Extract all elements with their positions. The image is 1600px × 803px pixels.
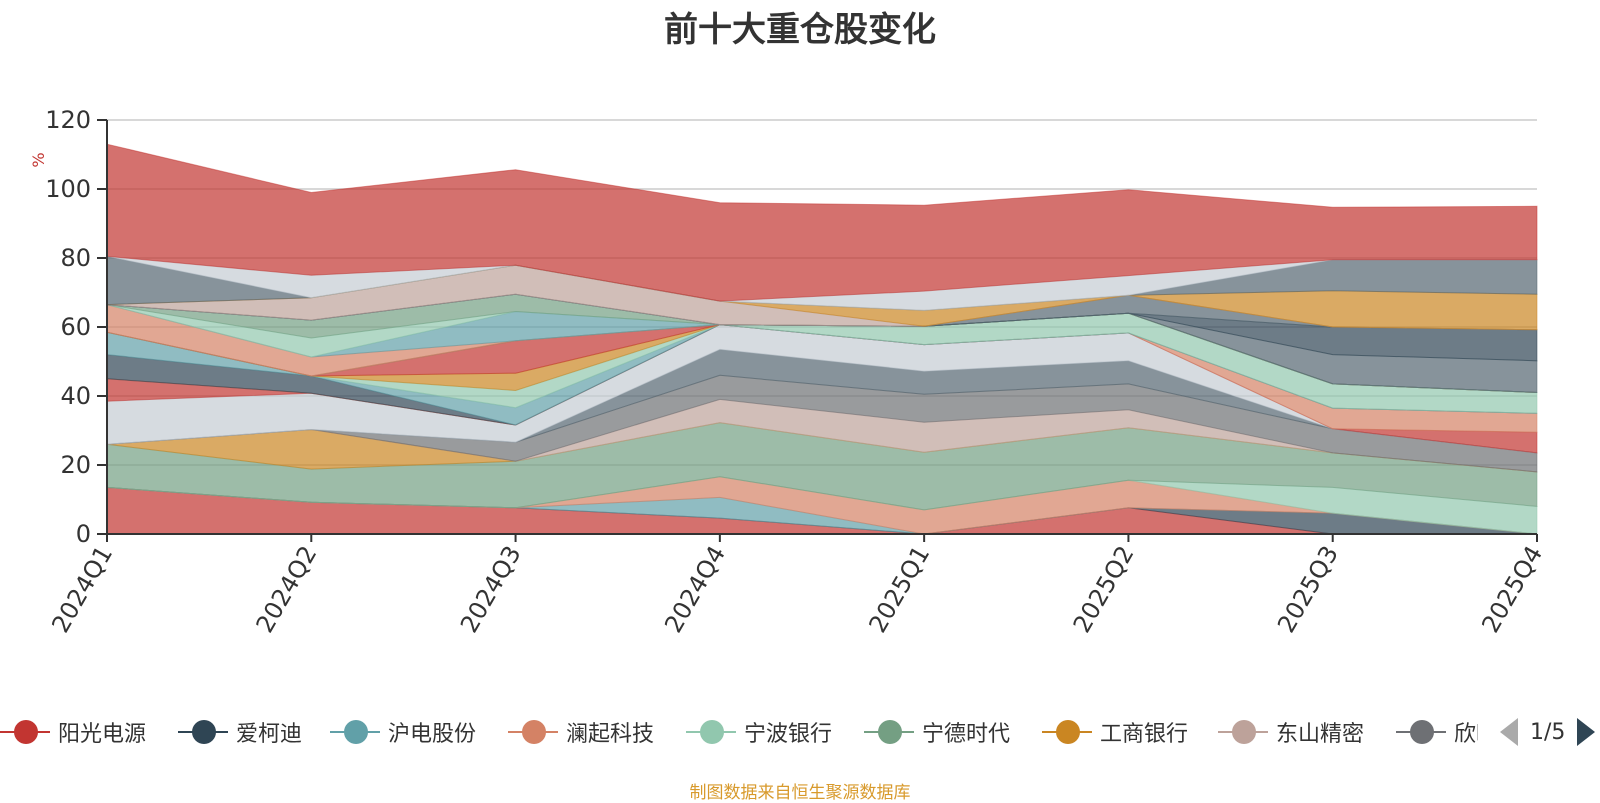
area-series	[106, 143, 1538, 535]
legend-item[interactable]: 欣旺达	[1396, 712, 1478, 752]
chart-title: 前十大重仓股变化	[664, 10, 936, 50]
legend-marker-icon	[0, 717, 50, 747]
legend-page-number: 1/5	[1530, 719, 1566, 745]
x-tick-label: 2025Q1	[863, 541, 935, 637]
stacked-area-chart: 0 20 40 60 80 100 120 2024Q1 2024Q2 2024Q3 2024Q4 2…	[29, 106, 1548, 637]
legend-item[interactable]: 澜起科技	[508, 712, 654, 752]
legend-marker-icon	[330, 717, 380, 747]
legend-label: 澜起科技	[566, 722, 655, 747]
x-tick-label: 2025Q3	[1272, 541, 1344, 637]
x-tick-label: 2025Q2	[1068, 541, 1140, 637]
legend-item[interactable]: 爱柯迪	[178, 712, 302, 752]
source-note: 制图数据来自恒生聚源数据库	[689, 783, 911, 803]
legend-label: 阳光电源	[58, 722, 147, 747]
y-tick-label: 60	[60, 313, 91, 341]
legend: 阳光电源 爱柯迪 沪电股份 澜起科技 宁波银行 宁德时代 工商银行 东山精密 欣旺达 1/5	[0, 712, 1600, 752]
x-tick-label: 2025Q4	[1476, 541, 1548, 637]
legend-marker-icon	[1218, 717, 1268, 747]
area-series-31	[106, 143, 1538, 302]
y-tick-label: 80	[60, 244, 91, 272]
legend-item[interactable]: 宁波银行	[686, 712, 832, 752]
legend-item[interactable]: 沪电股份	[330, 712, 476, 752]
legend-marker-icon	[864, 717, 914, 747]
legend-next-page-icon[interactable]	[1577, 718, 1596, 746]
x-tick-label: 2024Q4	[659, 541, 731, 637]
legend-prev-page-icon[interactable]	[1500, 718, 1518, 746]
legend-marker-icon	[1042, 717, 1092, 747]
legend-marker-icon	[1396, 717, 1446, 747]
legend-marker-icon	[178, 717, 228, 747]
y-tick-label: 0	[76, 520, 91, 548]
y-tick-label: 100	[45, 175, 91, 203]
legend-label: 东山精密	[1276, 722, 1365, 747]
y-tick-label: 120	[45, 106, 91, 134]
legend-item[interactable]: 阳光电源	[0, 712, 146, 752]
legend-item[interactable]: 工商银行	[1042, 712, 1188, 752]
legend-items: 阳光电源 爱柯迪 沪电股份 澜起科技 宁波银行 宁德时代 工商银行 东山精密 欣旺达	[0, 712, 1478, 752]
legend-marker-icon	[508, 717, 558, 747]
legend-label: 宁德时代	[922, 722, 1011, 747]
legend-item[interactable]: 宁德时代	[864, 712, 1010, 752]
x-tick-label: 2024Q1	[46, 541, 118, 637]
y-tick-label: 20	[60, 451, 91, 479]
x-tick-label: 2024Q3	[455, 541, 527, 637]
legend-label: 沪电股份	[388, 722, 477, 747]
legend-label: 工商银行	[1100, 722, 1189, 747]
legend-label: 宁波银行	[744, 722, 833, 747]
legend-label: 爱柯迪	[236, 722, 303, 747]
y-tick-label: 40	[60, 382, 91, 410]
y-axis-label: %	[29, 152, 48, 167]
legend-pager: 1/5	[1500, 712, 1596, 752]
x-tick-label: 2024Q2	[251, 541, 323, 637]
legend-label: 欣旺达	[1454, 722, 1478, 747]
legend-item[interactable]: 东山精密	[1218, 712, 1364, 752]
legend-marker-icon	[686, 717, 736, 747]
